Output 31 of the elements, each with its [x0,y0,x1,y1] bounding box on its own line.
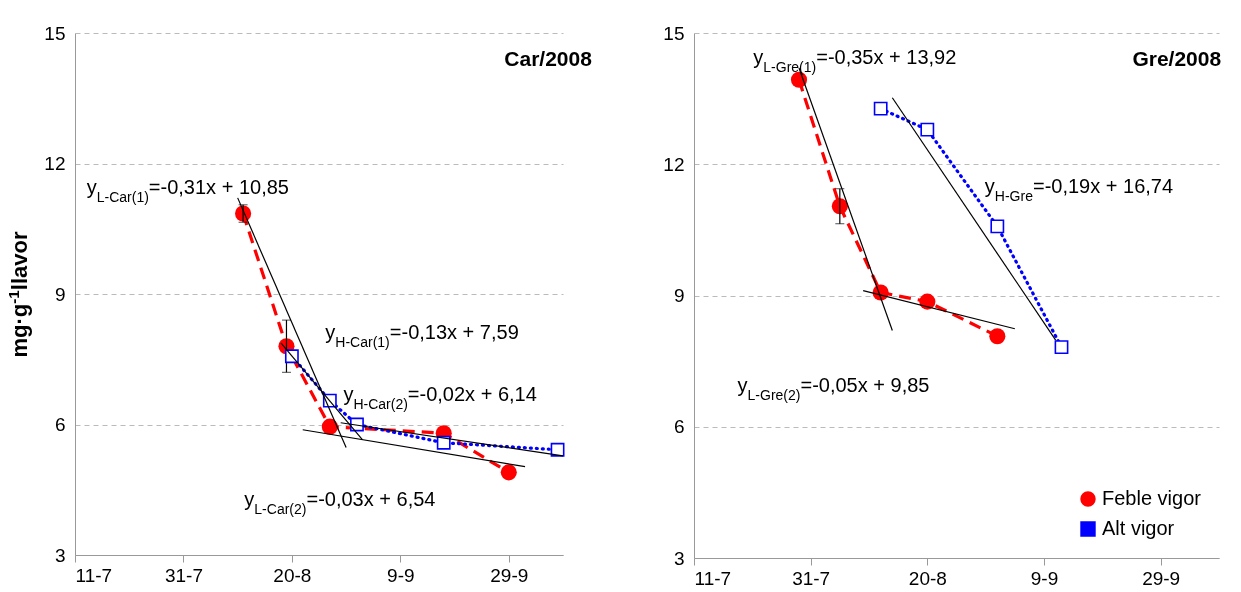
x-tick-label: 11-7 [694,567,732,589]
annotation: y$_{H-Car(2)}$=-0,02x + 6,14 [343,383,537,413]
y-tick-label: 12 [663,153,685,175]
y-tick-label: 3 [54,544,66,566]
x-tick-label: 31-7 [792,567,831,589]
x-tick-label: 9-9 [387,564,415,586]
y-tick-label: 15 [663,22,685,44]
x-tick-label: 20-8 [908,567,947,589]
y-tick-label: 12 [44,153,66,174]
legend-label: Feble vigor [1102,487,1202,509]
x-tick-label: 31-7 [164,564,203,586]
x-tick-label: 9-9 [1030,567,1059,589]
y-tick-label: 9 [54,283,66,305]
y-tick-label: 3 [673,547,685,569]
x-tick-label: 29-9 [1142,567,1181,589]
text: Car/2008 [504,47,593,70]
x-tick-label: 29-9 [490,564,529,586]
annotation: y$_{L-Gre(1)}$=-0,35x + 13,92 [753,45,957,75]
legend-label: Alt vigor [1102,517,1175,539]
text: Gre/2008 [1132,47,1222,70]
x-tick-label: 20-8 [273,564,312,586]
y-tick-label: 6 [673,416,685,438]
y-tick-label: 6 [54,414,66,435]
annotation: y$_{L-Car(2)}$=-0,03x + 6,54 [244,488,436,518]
annotation: y$_{L-Car(1)}$=-0,31x + 10,85 [86,176,289,206]
annotation: y$_{L-Gre(2)}$=-0,05x + 9,85 [737,373,930,403]
annotation: y$_{H-Gre}$=-0,19x + 16,74 [984,174,1174,204]
annotation: y$_{H-Car(1)}$=-0,13x + 7,59 [325,321,519,351]
y-tick-label: 9 [673,285,685,306]
y-tick-label: 15 [44,22,66,44]
x-tick-label: 11-7 [75,564,113,586]
